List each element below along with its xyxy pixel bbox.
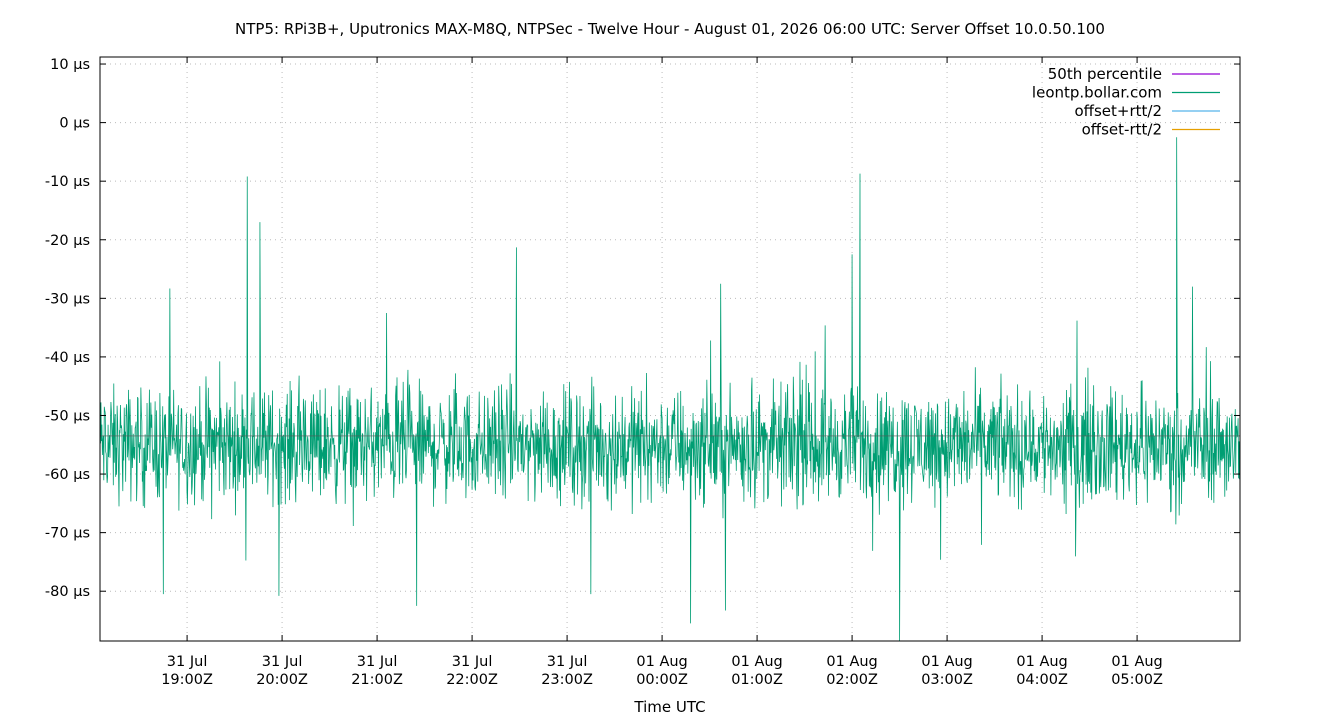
x-tick-label-time: 21:00Z	[351, 672, 403, 688]
chart-title: NTP5: RPi3B+, Uputronics MAX-M8Q, NTPSec…	[235, 20, 1105, 38]
x-tick-label-time: 05:00Z	[1111, 672, 1163, 688]
x-tick-label-date: 31 Jul	[452, 654, 493, 670]
legend-label: 50th percentile	[1048, 65, 1162, 83]
grid-lines	[100, 57, 1240, 641]
legend: 50th percentileleontp.bollar.comoffset+r…	[1032, 65, 1220, 139]
y-tick-label: -80 µs	[45, 584, 90, 600]
y-tick-label: -60 µs	[45, 467, 90, 483]
x-tick-label-date: 01 Aug	[636, 654, 687, 670]
x-tick-label-date: 31 Jul	[357, 654, 398, 670]
x-tick-label-date: 01 Aug	[731, 654, 782, 670]
x-tick-label-time: 22:00Z	[446, 672, 498, 688]
x-axis: 31 Jul 19:00Z 31 Jul 20:00Z 31 Jul 21:00Z 31 J…	[161, 57, 1163, 688]
x-tick-label-time: 23:00Z	[541, 672, 593, 688]
y-tick-label: -50 µs	[45, 408, 90, 424]
legend-label: offset+rtt/2	[1074, 102, 1162, 120]
y-tick-label: -10 µs	[45, 174, 90, 190]
y-tick-label: -30 µs	[45, 291, 90, 307]
y-axis: 10 µs 0 µs -10 µs -20 µs -30 µs -40 µs -50 µs -…	[45, 57, 1240, 600]
x-tick-label-time: 19:00Z	[161, 672, 213, 688]
x-tick-label-time: 03:00Z	[921, 672, 973, 688]
legend-label: leontp.bollar.com	[1032, 84, 1162, 102]
x-tick-label-date: 31 Jul	[547, 654, 588, 670]
y-tick-label: 0 µs	[59, 116, 90, 132]
x-tick-label-time: 00:00Z	[636, 672, 688, 688]
x-tick-label-date: 01 Aug	[1111, 654, 1162, 670]
x-tick-label-date: 31 Jul	[262, 654, 303, 670]
y-tick-label: -20 µs	[45, 233, 90, 249]
y-tick-label: 10 µs	[50, 57, 90, 73]
x-tick-label-date: 01 Aug	[921, 654, 972, 670]
x-axis-label: Time UTC	[633, 698, 705, 716]
x-tick-label-time: 04:00Z	[1016, 672, 1068, 688]
x-tick-label-date: 01 Aug	[1016, 654, 1067, 670]
y-tick-label: -40 µs	[45, 350, 90, 366]
plot-frame	[99, 56, 1241, 642]
series-layer	[99, 137, 1241, 642]
x-tick-label-time: 02:00Z	[826, 672, 878, 688]
y-tick-label: -70 µs	[45, 526, 90, 542]
x-tick-label-date: 01 Aug	[826, 654, 877, 670]
legend-label: offset-rtt/2	[1082, 121, 1162, 139]
x-tick-label-date: 31 Jul	[167, 654, 208, 670]
x-tick-label-time: 20:00Z	[256, 672, 308, 688]
x-tick-label-time: 01:00Z	[731, 672, 783, 688]
series-line-leontp	[99, 137, 1241, 642]
